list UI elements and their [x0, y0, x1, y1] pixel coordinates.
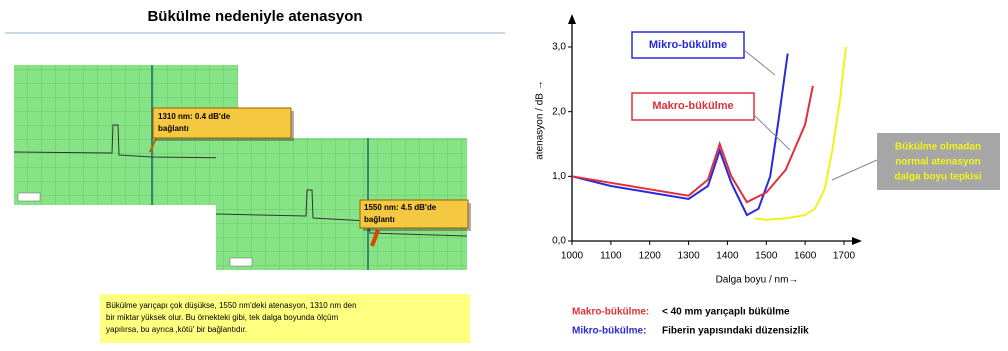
- y-tick-label: 1,0: [552, 171, 566, 182]
- note-box: Bükülme yarıçapı çok düşükse, 1550 nm'de…: [100, 294, 470, 343]
- series-line: [572, 54, 788, 216]
- x-tick-label: 1400: [716, 251, 739, 262]
- note-line: Bükülme yarıçapı çok düşükse, 1550 nm'de…: [106, 301, 357, 310]
- chart: atenasyon / dB → Dalga boyu / nm→ 0,0 1,0…: [535, 14, 1000, 337]
- series-label: dalga boyu tepkisi: [894, 172, 981, 183]
- y-axis-label: atenasyon / dB →: [535, 80, 546, 160]
- x-tick-label: 1000: [561, 251, 584, 262]
- legend-text: Fiberin yapısındaki düzensizlik: [662, 326, 809, 337]
- y-tick-label: 0,0: [552, 236, 566, 247]
- series-line: [755, 47, 846, 220]
- x-arrow: [852, 237, 862, 245]
- x-tick-label: 1300: [677, 251, 700, 262]
- note-line: yapılırsa, bu ayrıca ‚kötü' bir bağlantı…: [106, 325, 247, 334]
- series-label: Makro-bükülme: [652, 100, 733, 112]
- x-tick-label: 1700: [833, 251, 856, 262]
- slide-title: Bükülme nedeniyle atenasyon: [147, 8, 362, 25]
- x-axis-label: Dalga boyu / nm→: [716, 275, 799, 286]
- callout-text: 1550 nm: 4.5 dB'de: [364, 203, 437, 212]
- legend-text: < 40 mm yarıçaplı bükülme: [662, 307, 790, 318]
- y-arrow: [568, 14, 576, 24]
- series-label: normal atenasyon: [895, 157, 981, 168]
- leader: [832, 160, 877, 180]
- y-tick-label: 3,0: [552, 42, 566, 53]
- callout-text: 1310 nm: 0.4 dB'de: [158, 112, 231, 121]
- series-label: Bükülme olmadan: [895, 142, 981, 153]
- leader: [744, 50, 775, 75]
- x-tick-label: 1600: [794, 251, 817, 262]
- x-tick-label: 1100: [600, 251, 622, 262]
- callout-text: bağlantı: [364, 215, 395, 224]
- callout-text: bağlantı: [158, 124, 189, 133]
- legend-key: Mikro-bükülme:: [572, 326, 646, 337]
- slide: Bükülme nedeniyle atenasyon 1310 nm: 0.4…: [0, 0, 1008, 351]
- note-line: bir miktar yüksek olur. Bu örnekteki gib…: [106, 313, 338, 322]
- series-label: Mikro-bükülme: [649, 39, 727, 51]
- y-tick-label: 2,0: [552, 106, 566, 117]
- leader: [754, 115, 790, 150]
- x-tick-label: 1200: [639, 251, 662, 262]
- legend-key: Makro-bükülme:: [572, 307, 649, 318]
- x-tick-label: 1500: [755, 251, 778, 262]
